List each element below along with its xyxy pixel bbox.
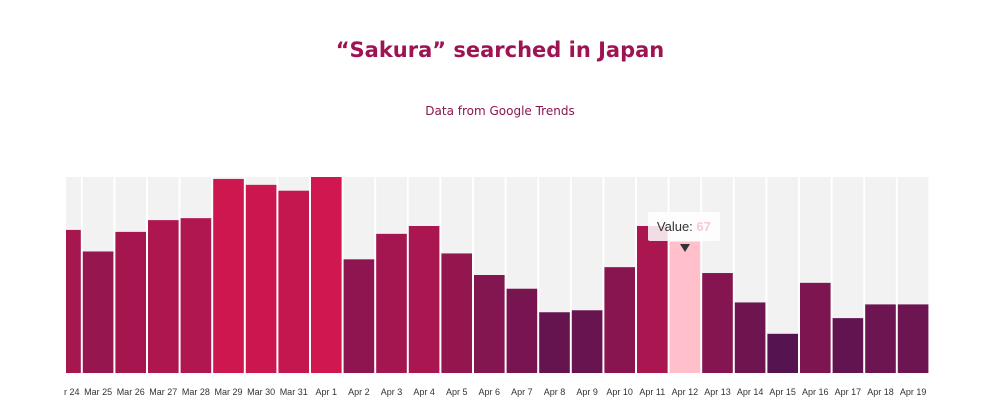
x-tick-label: Mar 31 [280, 387, 308, 397]
x-tick-label: Apr 18 [867, 387, 894, 397]
x-tick-label: Apr 14 [737, 387, 764, 397]
bar-apr-6[interactable] [474, 275, 505, 373]
x-tick-label: Mar 27 [149, 387, 177, 397]
x-tick-label: Mar 24 [51, 387, 79, 397]
bar-apr-3[interactable] [376, 233, 407, 373]
chart-title: “Sakura” searched in Japan [335, 38, 665, 62]
bar-mar-30[interactable] [245, 184, 277, 373]
x-tick-label: Apr 9 [576, 387, 598, 397]
x-tick-label: Apr 6 [479, 387, 501, 397]
x-tick-label: Apr 19 [900, 387, 927, 397]
tooltip-value: 67 [696, 218, 711, 234]
left-clip-mask [0, 380, 64, 405]
x-tick-label: Apr 8 [544, 387, 566, 397]
bar-apr-9[interactable] [571, 310, 603, 373]
bar-apr-13[interactable] [702, 273, 733, 373]
x-tick-label: Apr 3 [381, 387, 403, 397]
x-tick-label: Mar 28 [182, 387, 210, 397]
bar-apr-2[interactable] [343, 259, 375, 373]
x-tick-label: Apr 4 [413, 387, 435, 397]
x-tick-label: Apr 16 [802, 387, 829, 397]
bar-apr-8[interactable] [539, 312, 570, 373]
x-tick-label: Apr 17 [835, 387, 862, 397]
tooltip-arrow [679, 243, 690, 252]
bar-mar-29[interactable] [213, 178, 244, 373]
bar-apr-17[interactable] [832, 318, 864, 373]
bar-apr-7[interactable] [506, 288, 538, 373]
value-tooltip: Value: 67 [647, 211, 720, 241]
bar-apr-18[interactable] [865, 304, 896, 373]
bar-apr-1[interactable] [311, 177, 342, 373]
x-tick-label: Apr 11 [639, 387, 665, 397]
x-tick-label: Apr 15 [769, 387, 796, 397]
bar-mar-31[interactable] [278, 190, 309, 373]
bar-apr-10[interactable] [604, 267, 635, 373]
bar-apr-16[interactable] [800, 282, 831, 373]
bar-mar-27[interactable] [148, 220, 179, 373]
bar-mar-26[interactable] [115, 231, 146, 373]
x-tick-label: Apr 12 [672, 387, 699, 397]
x-tick-label: Mar 29 [214, 387, 242, 397]
bar-apr-14[interactable] [734, 302, 766, 373]
x-tick-label: Mar 25 [84, 387, 112, 397]
x-tick-label: Apr 10 [606, 387, 633, 397]
bar-mar-25[interactable] [82, 251, 114, 373]
x-tick-label: Apr 7 [511, 387, 533, 397]
bar-mar-28[interactable] [180, 218, 212, 373]
x-tick-label: Apr 1 [316, 387, 338, 397]
bar-apr-11[interactable] [637, 226, 668, 373]
chart-subtitle: Data from Google Trends [425, 104, 575, 118]
bar-apr-4[interactable] [408, 226, 440, 373]
x-tick-label: Mar 30 [247, 387, 275, 397]
x-tick-label: Apr 2 [348, 387, 370, 397]
x-tick-label: Apr 13 [704, 387, 731, 397]
bar-apr-19[interactable] [897, 304, 929, 373]
bar-mar-24[interactable] [66, 229, 81, 373]
x-tick-label: Apr 5 [446, 387, 468, 397]
bar-apr-15[interactable] [767, 333, 798, 373]
x-tick-label: Mar 26 [117, 387, 145, 397]
tooltip-label: Value: [656, 218, 693, 234]
bar-apr-5[interactable] [441, 253, 472, 373]
bar-apr-12[interactable] [669, 241, 701, 373]
